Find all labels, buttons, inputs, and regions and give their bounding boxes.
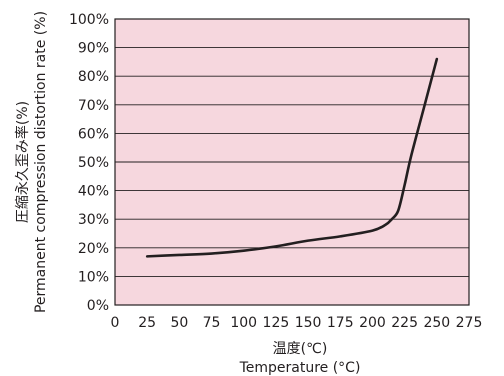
- y-tick-label: 80%: [78, 69, 109, 85]
- x-axis-title-jp: 温度(℃): [273, 341, 328, 357]
- y-tick-label: 20%: [78, 241, 109, 257]
- grid-lines: [115, 47, 469, 277]
- y-tick-label: 60%: [78, 126, 109, 142]
- y-tick-label: 0%: [87, 298, 109, 314]
- x-tick-label: 50: [170, 315, 188, 331]
- x-tick-label: 25: [138, 315, 156, 331]
- x-tick-label: 250: [423, 315, 450, 331]
- y-tick-label: 40%: [78, 184, 109, 200]
- plot-frame: [114, 18, 470, 306]
- x-axis-title-en: Temperature (°C): [239, 360, 361, 376]
- y-tick-label: 90%: [78, 41, 109, 57]
- x-tick-label: 200: [359, 315, 386, 331]
- series-line: [145, 57, 439, 258]
- y-tick-label: 30%: [78, 212, 109, 228]
- x-tick-label: 100: [230, 315, 257, 331]
- x-tick-label: 125: [263, 315, 290, 331]
- x-tick-label: 225: [391, 315, 418, 331]
- x-tick-label: 150: [295, 315, 322, 331]
- y-axis-title-en: Permanent compression distortion rate (%…: [33, 11, 49, 313]
- x-tick-label: 75: [203, 315, 221, 331]
- x-tick-label: 0: [111, 315, 120, 331]
- x-tick-label: 175: [327, 315, 354, 331]
- y-tick-label: 100%: [69, 12, 109, 28]
- y-tick-label: 10%: [78, 269, 109, 285]
- x-tick-label: 275: [456, 315, 483, 331]
- y-tick-labels: 0% 10% 20% 30% 40% 50% 60% 70% 80% 90% 100%: [69, 12, 109, 314]
- y-tick-label: 70%: [78, 98, 109, 114]
- y-tick-label: 50%: [78, 155, 109, 171]
- x-tick-labels: 0 25 50 75 100 125 150 175 200 225 250 275: [111, 315, 483, 331]
- y-axis-title-jp: 圧縮永久歪み率(%): [14, 101, 31, 223]
